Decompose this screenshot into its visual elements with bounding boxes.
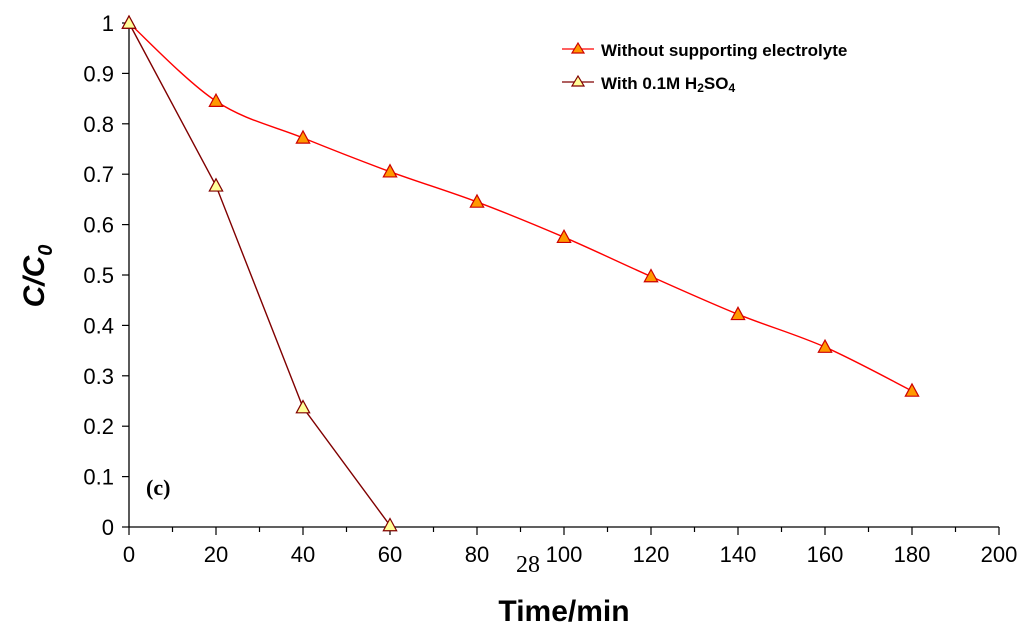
series-layer bbox=[121, 14, 920, 532]
x-tick-label: 100 bbox=[546, 542, 583, 567]
x-tick-label: 140 bbox=[720, 542, 757, 567]
y-tick-label: 0.2 bbox=[83, 414, 114, 439]
y-axis-title-main: C/C bbox=[18, 254, 51, 307]
y-tick-label: 0.6 bbox=[83, 213, 114, 238]
legend-label-series-2-sub1: 2 bbox=[697, 81, 704, 95]
x-tick-label: 60 bbox=[378, 542, 402, 567]
legend: Without supporting electrolyte With 0.1M… bbox=[562, 41, 847, 95]
series-2-point bbox=[295, 399, 311, 414]
series-2-point bbox=[382, 517, 398, 532]
legend-label-series-2-mid: SO bbox=[704, 74, 729, 93]
series-1-point bbox=[643, 268, 659, 283]
ticks: 0 20 40 60 80 100 120 140 160 180 200 0 0.1 0.2 0.3 0.4… bbox=[83, 11, 1017, 567]
x-axis-title: Time/min bbox=[498, 595, 629, 628]
series-1-point bbox=[904, 382, 920, 397]
y-axis-title: C/C0 bbox=[18, 245, 57, 308]
series-1-line bbox=[128, 22, 913, 392]
y-tick-label: 0.8 bbox=[83, 112, 114, 137]
series-1-point bbox=[556, 228, 572, 244]
x-tick-label: 200 bbox=[981, 542, 1018, 567]
axes bbox=[128, 23, 999, 528]
y-tick-label: 0.7 bbox=[83, 162, 114, 187]
series-1-point bbox=[469, 193, 485, 208]
x-tick-label: 40 bbox=[291, 542, 315, 567]
series-1-point bbox=[382, 163, 398, 178]
x-tick-label: 20 bbox=[204, 542, 228, 567]
series-1-point bbox=[208, 92, 224, 107]
y-axis-title-subscript: 0 bbox=[35, 245, 57, 256]
series-1-point bbox=[817, 338, 833, 353]
x-tick-label: 0 bbox=[123, 542, 135, 567]
y-tick-label: 1 bbox=[102, 11, 114, 36]
legend-marker-series-1 bbox=[570, 41, 586, 54]
series-1 bbox=[121, 14, 920, 397]
legend-marker-series-2 bbox=[570, 74, 586, 87]
series-2 bbox=[121, 14, 398, 532]
legend-label-series-2: With 0.1M H2SO4 bbox=[601, 74, 735, 95]
page-number: 28 bbox=[516, 552, 540, 578]
y-tick-label: 0.5 bbox=[83, 263, 114, 288]
y-tick-label: 0.3 bbox=[83, 364, 114, 389]
x-tick-label: 80 bbox=[465, 542, 489, 567]
legend-label-series-2-sub2: 4 bbox=[728, 81, 735, 95]
series-1-point bbox=[295, 129, 311, 144]
y-tick-label: 0.1 bbox=[83, 465, 114, 490]
x-tick-label: 180 bbox=[894, 542, 931, 567]
series-2-line bbox=[128, 22, 391, 526]
series-2-point bbox=[121, 14, 137, 29]
series-2-point bbox=[208, 177, 224, 192]
legend-label-series-2-prefix: With 0.1M H bbox=[601, 74, 697, 93]
y-tick-label: 0.4 bbox=[83, 313, 114, 338]
x-tick-label: 120 bbox=[633, 542, 670, 567]
series-1-point bbox=[730, 306, 746, 321]
legend-label-series-1: Without supporting electrolyte bbox=[601, 41, 847, 60]
y-tick-label: 0 bbox=[102, 515, 114, 540]
y-tick-label: 0.9 bbox=[83, 61, 114, 86]
x-tick-label: 160 bbox=[807, 542, 844, 567]
panel-label: (c) bbox=[146, 475, 170, 500]
